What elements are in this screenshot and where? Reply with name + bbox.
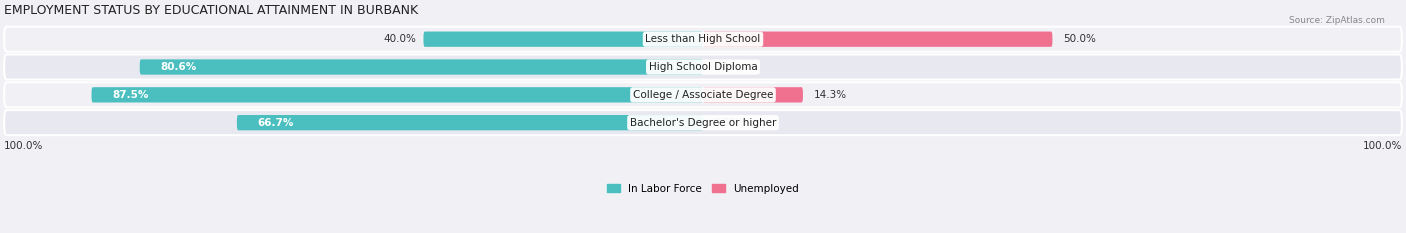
FancyBboxPatch shape	[423, 31, 703, 47]
Text: 87.5%: 87.5%	[112, 90, 149, 100]
Text: 0.0%: 0.0%	[713, 118, 740, 128]
FancyBboxPatch shape	[4, 82, 1402, 107]
Text: High School Diploma: High School Diploma	[648, 62, 758, 72]
Text: 50.0%: 50.0%	[1063, 34, 1095, 44]
Text: Less than High School: Less than High School	[645, 34, 761, 44]
Legend: In Labor Force, Unemployed: In Labor Force, Unemployed	[603, 179, 803, 198]
FancyBboxPatch shape	[236, 115, 703, 130]
Text: 66.7%: 66.7%	[257, 118, 294, 128]
Text: College / Associate Degree: College / Associate Degree	[633, 90, 773, 100]
FancyBboxPatch shape	[703, 87, 803, 103]
Text: Source: ZipAtlas.com: Source: ZipAtlas.com	[1289, 16, 1385, 25]
Text: 14.3%: 14.3%	[814, 90, 846, 100]
FancyBboxPatch shape	[703, 31, 1053, 47]
FancyBboxPatch shape	[4, 55, 1402, 79]
Text: Bachelor's Degree or higher: Bachelor's Degree or higher	[630, 118, 776, 128]
FancyBboxPatch shape	[4, 27, 1402, 52]
FancyBboxPatch shape	[139, 59, 703, 75]
Text: 40.0%: 40.0%	[384, 34, 416, 44]
Text: 80.6%: 80.6%	[160, 62, 197, 72]
Text: 0.0%: 0.0%	[713, 62, 740, 72]
FancyBboxPatch shape	[91, 87, 703, 103]
Text: 100.0%: 100.0%	[4, 141, 44, 151]
Text: EMPLOYMENT STATUS BY EDUCATIONAL ATTAINMENT IN BURBANK: EMPLOYMENT STATUS BY EDUCATIONAL ATTAINM…	[4, 4, 419, 17]
Text: 100.0%: 100.0%	[1362, 141, 1402, 151]
FancyBboxPatch shape	[4, 110, 1402, 135]
